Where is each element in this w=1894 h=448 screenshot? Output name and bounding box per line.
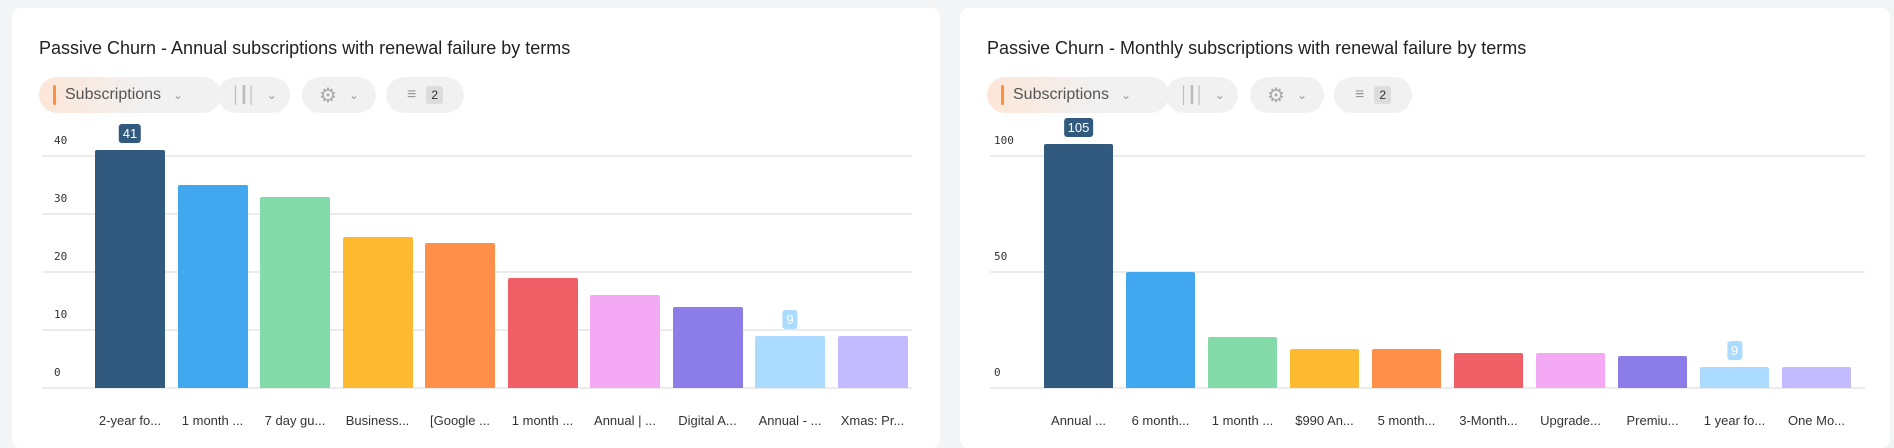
data-label: 9	[1726, 341, 1743, 361]
bar	[95, 150, 165, 388]
bar	[837, 335, 908, 388]
chart-title: Passive Churn - Monthly subscriptions wi…	[987, 38, 1527, 58]
x-tick-label: One Mo...	[1787, 413, 1846, 428]
x-tick-label: Business...	[345, 413, 410, 428]
metric-dropdown[interactable]: Subscriptions ⌄	[987, 77, 1169, 113]
bar	[1044, 144, 1113, 388]
bar	[1126, 272, 1195, 388]
x-tick-label: 1 month ...	[181, 413, 244, 428]
x-tick-label: 6 month...	[1131, 413, 1190, 428]
x-tick-label: 2-year fo...	[98, 413, 162, 428]
chevron-down-icon: ⌄	[1214, 88, 1225, 102]
chart-title: Passive Churn - Annual subscriptions wit…	[39, 38, 571, 58]
filter-button[interactable]: ≡ 2	[386, 77, 464, 113]
bar-chart-icon: │┃│	[1179, 87, 1205, 104]
x-tick-label: 1 month ...	[511, 413, 574, 428]
bar	[755, 335, 825, 388]
x-tick-label: 1 year fo...	[1703, 413, 1766, 428]
x-tick-label: Premiu...	[1626, 413, 1679, 428]
filter-count-badge: 2	[1374, 86, 1392, 104]
gear-icon: ⚙	[1267, 84, 1285, 107]
x-tick-label: 3-Month...	[1459, 413, 1518, 428]
gridline	[990, 387, 1865, 389]
x-tick-label: Digital A...	[678, 413, 737, 428]
filter-icon: ≡	[406, 86, 417, 103]
filter-button[interactable]: ≡ 2	[1334, 77, 1412, 113]
chevron-down-icon: ⌄	[266, 88, 277, 102]
chart-card-monthly: Passive Churn - Monthly subscriptions wi…	[960, 8, 1890, 448]
x-tick-label: $990 An...	[1295, 413, 1354, 428]
x-tick-label: Xmas: Pr...	[840, 413, 905, 428]
y-tick-label: 0	[994, 366, 1001, 379]
y-tick-label: 40	[54, 134, 68, 147]
chart-card-annual: Passive Churn - Annual subscriptions wit…	[12, 8, 940, 448]
bar	[1454, 353, 1523, 388]
x-tick-label: [Google ...	[430, 413, 490, 428]
bar	[425, 243, 495, 388]
y-tick-label: 0	[54, 366, 61, 379]
chart-type-dropdown[interactable]: │┃│ ⌄	[218, 77, 290, 113]
bar	[1536, 353, 1605, 388]
settings-dropdown[interactable]: ⚙ ⌄	[1250, 77, 1324, 113]
bar	[1372, 348, 1441, 388]
x-tick-label: Upgrade...	[1540, 413, 1601, 428]
x-tick-label: 7 day gu...	[264, 413, 326, 428]
bar-chart: 0 50 100 Annual ... 105 6 month... 1 month ...…	[960, 8, 1890, 448]
data-label: 105	[1063, 118, 1094, 138]
y-tick-label: 50	[994, 250, 1008, 263]
bar-chart-icon: │┃│	[231, 87, 257, 104]
data-label: 9	[782, 309, 798, 329]
metric-color-marker	[53, 85, 56, 105]
filter-count-badge: 2	[426, 86, 444, 104]
metric-label: Subscriptions	[1013, 86, 1110, 103]
chevron-down-icon: ⌄	[173, 88, 184, 102]
y-tick-label: 10	[54, 308, 68, 321]
gridline	[990, 271, 1865, 273]
gridline	[42, 155, 912, 157]
bar	[1208, 336, 1277, 388]
chevron-down-icon: ⌄	[1121, 88, 1132, 102]
bar	[507, 277, 578, 388]
bar	[1782, 367, 1851, 388]
bar	[672, 306, 743, 388]
bar	[1700, 367, 1769, 388]
gridline	[990, 155, 1865, 157]
bar	[1290, 348, 1359, 388]
x-tick-label: Annual ...	[1051, 413, 1106, 428]
bar	[177, 185, 248, 388]
chart-type-dropdown[interactable]: │┃│ ⌄	[1166, 77, 1238, 113]
x-tick-label: Annual | ...	[594, 413, 656, 428]
metric-label: Subscriptions	[65, 86, 162, 103]
gridline	[42, 213, 912, 215]
x-tick-label: 1 month ...	[1211, 413, 1274, 428]
bar-chart: 0 10 20 30 40 2-year fo... 41 1 month ... 7 day …	[12, 8, 940, 448]
bar	[1618, 355, 1687, 388]
bar	[260, 196, 330, 388]
metric-color-marker	[1001, 85, 1004, 105]
filter-icon: ≡	[1354, 86, 1365, 103]
y-tick-label: 100	[994, 134, 1014, 147]
settings-dropdown[interactable]: ⚙ ⌄	[302, 77, 376, 113]
metric-dropdown[interactable]: Subscriptions ⌄	[39, 77, 221, 113]
bar	[590, 295, 660, 388]
x-tick-label: 5 month...	[1377, 413, 1436, 428]
bar	[342, 237, 413, 388]
y-tick-label: 20	[54, 250, 68, 263]
gear-icon: ⚙	[319, 84, 337, 107]
y-tick-label: 30	[54, 192, 68, 205]
gridline	[42, 387, 912, 389]
chevron-down-icon: ⌄	[348, 88, 359, 102]
x-tick-label: Annual - ...	[758, 413, 822, 428]
chevron-down-icon: ⌄	[1296, 88, 1307, 102]
data-label: 41	[118, 124, 142, 144]
